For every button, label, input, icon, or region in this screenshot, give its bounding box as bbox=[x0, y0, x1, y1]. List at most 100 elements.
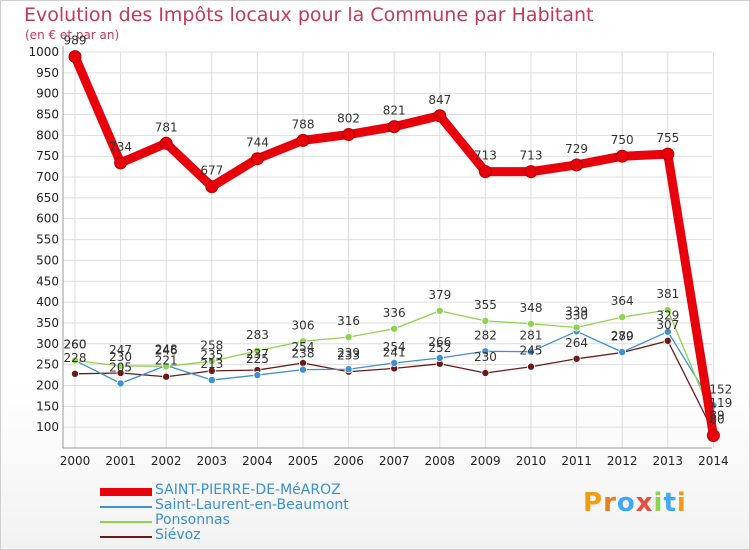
brand-letter-3: x bbox=[635, 488, 654, 518]
series-1-point-4 bbox=[253, 371, 262, 380]
data-label-0-1: 734 bbox=[109, 140, 132, 154]
x-tick-label-0: 2000 bbox=[60, 454, 91, 468]
legend-label-2: Ponsonnas bbox=[155, 512, 230, 528]
series-0-point-3 bbox=[205, 180, 219, 194]
x-tick-label-8: 2008 bbox=[425, 454, 456, 468]
data-label-2-1: 247 bbox=[109, 343, 132, 357]
series-3-point-0 bbox=[71, 369, 80, 378]
y-tick-label-10: 600 bbox=[36, 212, 59, 226]
series-2-point-4 bbox=[253, 346, 262, 355]
data-label-1-2: 248 bbox=[155, 342, 178, 356]
brand-letter-6: i bbox=[676, 488, 687, 518]
series-0-point-2 bbox=[159, 136, 173, 150]
series-0-point-5 bbox=[296, 133, 310, 147]
data-label-1-8: 266 bbox=[428, 335, 451, 349]
x-tick-label-10: 2010 bbox=[516, 454, 547, 468]
series-3-point-2 bbox=[162, 372, 171, 381]
x-tick-label-9: 2009 bbox=[470, 454, 501, 468]
data-label-3-12: 279 bbox=[611, 330, 634, 344]
series-2-point-13 bbox=[663, 306, 672, 315]
data-label-1-0: 260 bbox=[64, 337, 87, 351]
data-label-3-13: 307 bbox=[656, 318, 679, 332]
data-label-3-9: 230 bbox=[474, 350, 497, 364]
series-0-point-6 bbox=[342, 128, 356, 142]
data-label-3-11: 264 bbox=[565, 336, 588, 350]
data-label-1-6: 239 bbox=[337, 346, 360, 360]
data-label-0-5: 788 bbox=[292, 117, 315, 131]
series-1-point-7 bbox=[390, 358, 399, 367]
series-0-point-1 bbox=[114, 156, 128, 170]
data-label-3-10: 245 bbox=[520, 344, 543, 358]
data-label-0-8: 847 bbox=[428, 93, 451, 107]
data-label-0-14: 80 bbox=[709, 412, 724, 426]
data-label-0-11: 729 bbox=[565, 142, 588, 156]
legend-label-1: Saint-Laurent-en-Beaumont bbox=[155, 497, 349, 513]
data-label-2-3: 258 bbox=[200, 338, 223, 352]
series-2-point-3 bbox=[207, 357, 216, 366]
data-label-0-10: 713 bbox=[520, 149, 543, 163]
series-3-point-10 bbox=[527, 362, 536, 371]
y-tick-label-6: 400 bbox=[36, 295, 59, 309]
data-label-2-10: 348 bbox=[520, 301, 543, 315]
brand-letter-0: P bbox=[583, 488, 604, 518]
legend-label-3: Siévoz bbox=[155, 527, 201, 543]
y-tick-label-3: 250 bbox=[36, 358, 59, 372]
data-label-1-4: 225 bbox=[246, 352, 269, 366]
series-0-point-0 bbox=[68, 50, 82, 64]
data-label-3-2: 221 bbox=[155, 354, 178, 368]
series-3-point-3 bbox=[207, 366, 216, 375]
series-0-point-13 bbox=[661, 147, 675, 161]
series-2-point-7 bbox=[390, 324, 399, 333]
data-label-1-5: 238 bbox=[292, 347, 315, 361]
y-tick-label-8: 500 bbox=[36, 253, 59, 267]
data-label-2-11: 339 bbox=[565, 305, 588, 319]
series-1-point-8 bbox=[435, 353, 444, 362]
brand-letter-2: o bbox=[616, 488, 636, 518]
x-tick-label-3: 2003 bbox=[197, 454, 228, 468]
series-2-point-8 bbox=[435, 306, 444, 315]
series-2-point-6 bbox=[344, 333, 353, 342]
series-2-point-0 bbox=[71, 356, 80, 365]
data-label-0-0: 989 bbox=[64, 34, 87, 48]
series-1-point-1 bbox=[116, 379, 125, 388]
data-label-2-5: 306 bbox=[292, 318, 315, 332]
x-tick-label-2: 2002 bbox=[151, 454, 182, 468]
y-tick-label-17: 950 bbox=[36, 66, 59, 80]
data-label-2-9: 355 bbox=[474, 298, 497, 312]
data-label-1-11: 330 bbox=[565, 308, 588, 322]
series-2-point-12 bbox=[618, 313, 627, 322]
data-label-1-1: 205 bbox=[109, 360, 132, 374]
x-tick-label-5: 2005 bbox=[288, 454, 319, 468]
series-2-point-10 bbox=[527, 319, 536, 328]
y-tick-label-4: 300 bbox=[36, 337, 59, 351]
series-3-point-9 bbox=[481, 368, 490, 377]
series-1-point-3 bbox=[207, 376, 216, 385]
y-tick-label-18: 1000 bbox=[28, 45, 59, 59]
data-label-3-8: 252 bbox=[428, 341, 451, 355]
series-0-point-4 bbox=[250, 152, 264, 166]
data-label-0-3: 677 bbox=[200, 164, 223, 178]
data-label-3-5: 254 bbox=[292, 340, 315, 354]
data-label-1-9: 282 bbox=[474, 328, 497, 342]
y-tick-label-1: 150 bbox=[36, 399, 59, 413]
data-label-2-2: 246 bbox=[155, 343, 178, 357]
brand-letter-4: i bbox=[653, 488, 664, 518]
y-tick-label-2: 200 bbox=[36, 378, 59, 392]
data-label-0-12: 750 bbox=[611, 133, 634, 147]
series-2-point-2 bbox=[162, 362, 171, 371]
legend-swatch-0 bbox=[100, 488, 152, 496]
chart-title: Evolution des Impôts locaux pour la Comm… bbox=[24, 4, 594, 26]
data-label-1-7: 254 bbox=[383, 340, 406, 354]
series-0-point-12 bbox=[615, 149, 629, 163]
x-tick-label-13: 2013 bbox=[653, 454, 684, 468]
legend-label-0: SAINT-PIERRE-DE-MéAROZ bbox=[155, 482, 341, 498]
data-label-3-14: 89 bbox=[709, 409, 724, 423]
y-tick-label-16: 900 bbox=[36, 87, 59, 101]
y-tick-label-0: 100 bbox=[36, 420, 59, 434]
series-2-point-1 bbox=[116, 361, 125, 370]
series-1-point-10 bbox=[527, 347, 536, 356]
legend-swatch-2 bbox=[100, 521, 152, 523]
data-label-2-8: 379 bbox=[428, 288, 451, 302]
